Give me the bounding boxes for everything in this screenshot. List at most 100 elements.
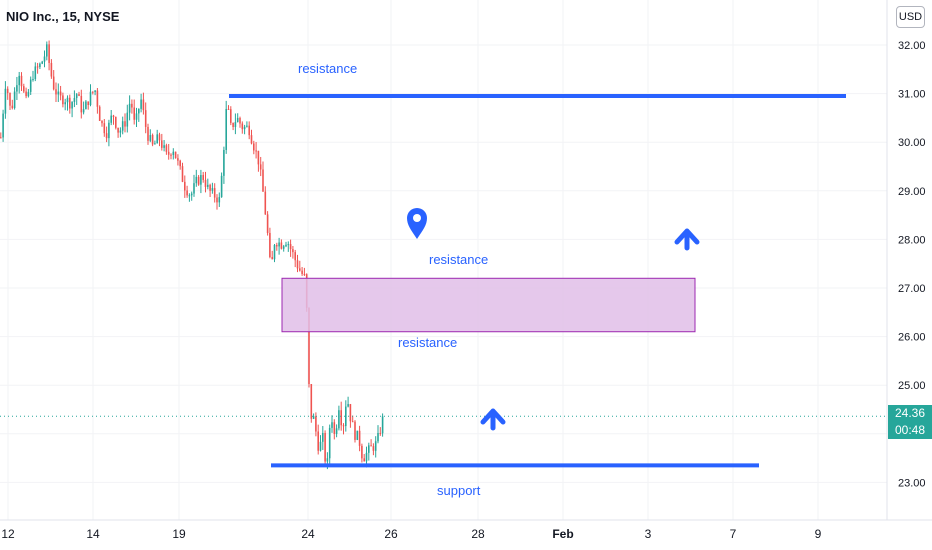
time-axis-ticks: 12 14 19 24 26 28 Feb 3 7 9 <box>1 527 821 541</box>
candle-body <box>250 135 253 144</box>
candle-body <box>80 95 83 113</box>
candle-body <box>349 404 352 422</box>
candle-body <box>165 145 168 152</box>
currency-button[interactable]: USD <box>896 6 925 28</box>
candle-body <box>209 184 211 191</box>
candle-body <box>167 151 170 155</box>
candle-body <box>315 416 317 432</box>
price-tick-label: 31.00 <box>898 89 926 101</box>
candle-body <box>216 197 218 203</box>
candle-body <box>289 244 292 250</box>
candle-body <box>186 190 188 196</box>
time-tick-label: 26 <box>384 527 398 541</box>
candle-body <box>92 91 94 93</box>
candle-body <box>322 432 324 442</box>
candle-body <box>6 88 9 94</box>
time-tick-label: 7 <box>730 527 737 541</box>
candle-body <box>347 404 349 407</box>
candle-body <box>73 98 76 102</box>
time-tick-label: 24 <box>301 527 315 541</box>
candle-body <box>223 149 225 176</box>
time-tick-label: Feb <box>552 527 573 541</box>
candle-body <box>197 176 200 185</box>
candle-body <box>96 90 99 107</box>
candle-body <box>262 169 264 192</box>
candle-body <box>121 121 124 131</box>
candle-body <box>207 184 209 187</box>
zone-resistance-label: resistance <box>398 335 457 350</box>
price-tick-label: 25.00 <box>898 380 926 392</box>
candle-body <box>27 91 30 97</box>
candle-body <box>39 63 41 68</box>
candle-body <box>52 76 55 90</box>
candle-body <box>55 89 57 95</box>
candle-body <box>9 93 11 106</box>
candle-body <box>379 432 382 434</box>
candle-body <box>172 151 175 156</box>
candle-body <box>333 422 336 434</box>
candle-body <box>372 446 375 451</box>
candle-body <box>232 122 234 128</box>
candle-body <box>71 101 73 109</box>
candle-body <box>213 188 216 198</box>
candle-body <box>354 421 356 440</box>
candle-body <box>151 135 154 145</box>
candle-body <box>89 91 92 105</box>
candle-body <box>94 90 96 93</box>
candle-body <box>351 421 354 423</box>
candle-body <box>255 150 257 152</box>
symbol-title[interactable]: NIO Inc., 15, NYSE <box>6 9 120 24</box>
candle-body <box>23 86 25 92</box>
candle-body <box>133 107 135 120</box>
candle-body <box>310 384 313 419</box>
candle-body <box>324 432 326 462</box>
candle-body <box>126 112 129 127</box>
candle-body <box>319 441 322 451</box>
time-tick-label: 3 <box>645 527 652 541</box>
candle-body <box>234 122 237 128</box>
candle-body <box>370 445 372 447</box>
candle-body <box>149 135 152 141</box>
location-pin-icon <box>407 208 427 239</box>
candle-body <box>177 158 179 161</box>
candle-body <box>381 416 384 434</box>
candle-body <box>16 85 18 92</box>
candle-body <box>257 150 260 165</box>
candle-body <box>259 164 262 170</box>
candle-body <box>2 113 4 138</box>
candle-body <box>85 101 87 110</box>
candle-body <box>253 143 255 151</box>
candle-body <box>0 137 2 139</box>
candle-body <box>368 445 370 453</box>
candle-body <box>195 176 198 184</box>
resistance-zone[interactable] <box>281 277 696 333</box>
candle-body <box>301 270 303 274</box>
candle-body <box>154 143 156 145</box>
candle-body <box>294 252 296 261</box>
candle-body <box>138 108 140 114</box>
candle-body <box>204 179 207 187</box>
candle-body <box>103 123 106 134</box>
candle-body <box>365 452 368 462</box>
candle-body <box>110 115 112 123</box>
time-tick-label: 12 <box>1 527 15 541</box>
candle-body <box>227 108 230 110</box>
candle-body <box>280 242 283 249</box>
candle-body <box>243 126 246 130</box>
candle-body <box>50 62 53 77</box>
top-resistance-label: resistance <box>298 61 357 76</box>
price-tick-label: 27.00 <box>898 283 926 295</box>
candle-body <box>345 406 347 427</box>
candle-body <box>230 109 232 123</box>
candle-body <box>57 91 60 95</box>
candle-body <box>174 151 177 159</box>
candle-body <box>140 99 142 109</box>
price-tick-label: 23.00 <box>898 477 926 489</box>
candle-body <box>200 175 202 185</box>
candle-body <box>18 75 20 86</box>
candle-body <box>276 245 278 247</box>
candle-body <box>236 117 239 123</box>
bar-countdown: 00:48 <box>894 423 926 437</box>
candle-body <box>292 249 294 253</box>
